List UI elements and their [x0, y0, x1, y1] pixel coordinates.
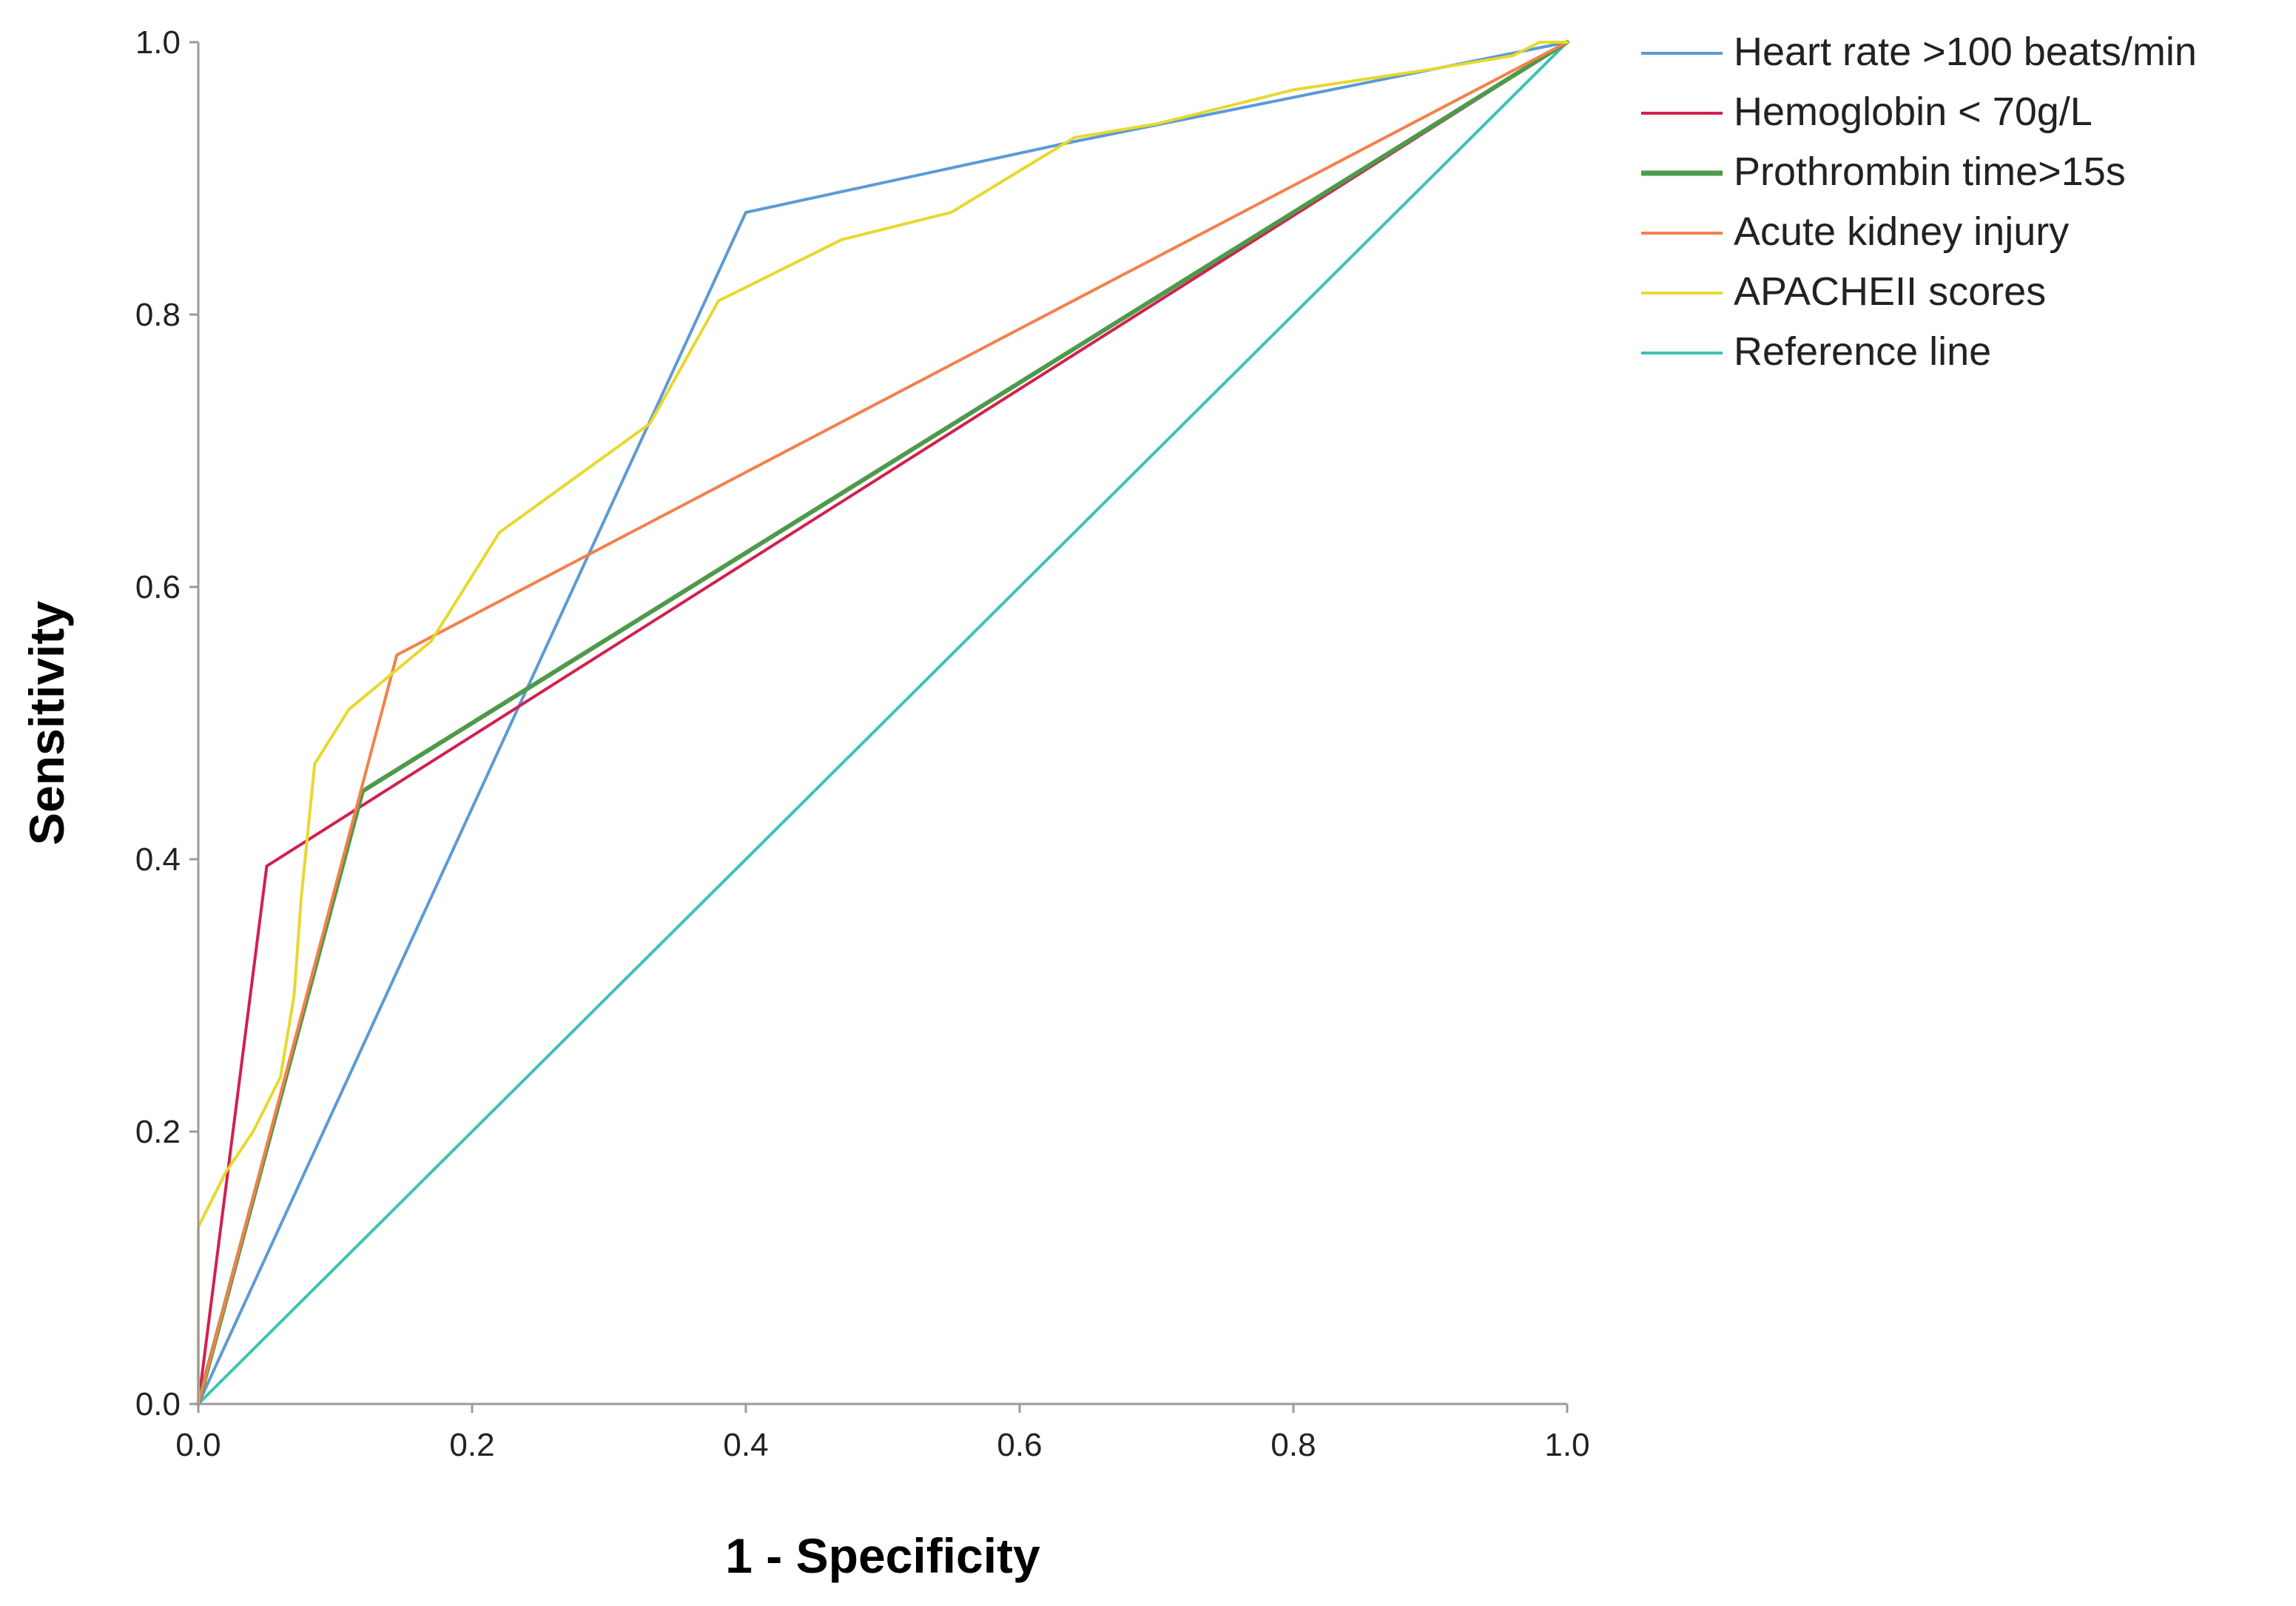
legend-label: Acute kidney injury	[1734, 209, 2069, 254]
axes-layer	[197, 42, 1567, 1405]
x-tick-label: 0.8	[1270, 1427, 1316, 1463]
legend-label: Heart rate >100 beats/min	[1734, 30, 2197, 74]
y-axis-title: Sensitivity	[19, 601, 74, 845]
y-tick-label: 1.0	[135, 24, 181, 61]
x-tick-label: 0.6	[997, 1427, 1042, 1463]
legend: Heart rate >100 beats/min Hemoglobin < 70…	[1641, 30, 2197, 374]
legend-label: Reference line	[1734, 329, 1991, 374]
y-tick-label: 0.6	[135, 569, 181, 605]
legend-label: APACHEII scores	[1734, 269, 2046, 314]
y-tick-label: 0.8	[135, 297, 181, 333]
y-ticks: 0.0 0.2 0.4 0.6 0.8 1.0	[135, 24, 198, 1422]
series-line-apacheii-scores	[197, 41, 1569, 1405]
series-line-reference-line	[197, 41, 1569, 1405]
series-line-acute-kidney-injury	[197, 41, 1569, 1405]
x-ticks: 0.0 0.2 0.4 0.6 0.8 1.0	[175, 1404, 1590, 1463]
y-tick-label: 0.4	[135, 841, 181, 878]
x-tick-label: 1.0	[1544, 1427, 1589, 1463]
series-line-hemoglobin-70g-l	[197, 41, 1569, 1405]
legend-label: Prothrombin time>15s	[1734, 149, 2126, 194]
x-tick-label: 0.2	[449, 1427, 494, 1463]
legend-label: Hemoglobin < 70g/L	[1734, 90, 2093, 134]
series-layer	[196, 40, 1569, 1406]
x-axis-title: 1 - Specificity	[725, 1528, 1040, 1583]
y-tick-label: 0.2	[135, 1114, 181, 1150]
x-tick-label: 0.4	[723, 1427, 768, 1463]
y-tick-label: 0.0	[135, 1386, 181, 1422]
series-line-heart-rate-100-beats-min	[197, 41, 1569, 1405]
x-tick-label: 0.0	[175, 1427, 220, 1463]
